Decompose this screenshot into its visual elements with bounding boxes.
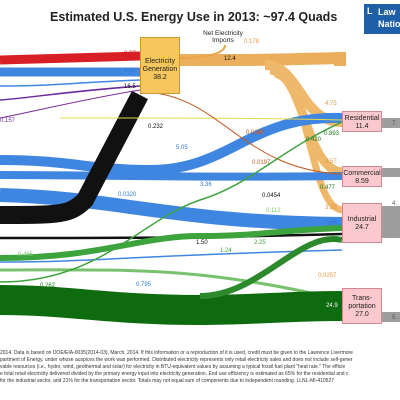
- electricity-generation-node: Electricity Generation 38.2: [140, 37, 180, 94]
- flow-label-326: 3.26: [325, 205, 337, 211]
- node-label: Industrial: [347, 216, 377, 223]
- flow-label-225: 2.25: [254, 240, 266, 246]
- flow-label-nuclear: 8.27: [124, 51, 136, 57]
- transportation-node: Trans-portation 27.0: [342, 288, 382, 324]
- flow-label-00320: 0.0320: [118, 192, 137, 198]
- flow-label-0420: 0.420: [306, 137, 322, 143]
- flow-label-00257: 0.0257: [318, 273, 337, 279]
- gas-to-transportation-band: [0, 249, 343, 263]
- node-value: 11.4: [355, 123, 369, 130]
- flow-label-336: 3.36: [200, 182, 212, 188]
- flow-label-457: 4.57: [325, 159, 337, 165]
- edge-label-transportation: 5.: [392, 315, 398, 321]
- flow-label-0262: 0.262: [40, 283, 56, 289]
- flow-label-00197b: 0.0197: [252, 160, 271, 166]
- electricity-to-industrial-band: [273, 70, 344, 214]
- flow-label-150: 1.50: [196, 240, 208, 246]
- net-imports-band: [179, 44, 226, 59]
- footnote: 2014. Data is based on DOE/EIA-0035(2014…: [0, 350, 400, 385]
- petroleum-to-transportation-band: [0, 285, 343, 326]
- solar-to-electricity-band: [0, 89, 141, 119]
- page-title: Estimated U.S. Energy Use in 2013: ~97.4…: [50, 10, 338, 24]
- residential-output-band: [382, 118, 400, 128]
- llnl-logo-mark: L: [367, 6, 373, 16]
- net-imports-value: 0.178: [244, 39, 260, 45]
- wind-to-electricity-band: [0, 85, 141, 101]
- commercial-output-band: [382, 168, 400, 177]
- gas-to-industrial-band: [0, 188, 343, 231]
- footnote-line: for the industrial sector, and 21% for t…: [0, 377, 335, 384]
- edge-label-residential: 7.: [392, 121, 398, 127]
- logo-line-1: Law: [378, 7, 396, 17]
- node-label: Commercial: [343, 170, 381, 177]
- footnote-line: e total retail electricity delivered div…: [0, 370, 349, 377]
- footnote-line: 2014. Data is based on DOE/EIA-0035(2014…: [0, 350, 353, 356]
- flow-label-0112: 0.112: [266, 208, 281, 214]
- flow-label-0232: 0.232: [148, 124, 164, 130]
- biomass-to-transportation-band: [0, 268, 343, 302]
- biomass-to-industrial-band: [0, 225, 343, 261]
- hydro-to-electricity-band: [0, 79, 141, 87]
- edge-label-industrial: 4.: [392, 201, 398, 207]
- footnote-line: partment of Energy, under whose auspices…: [0, 356, 353, 363]
- solar-to-residential-band: [59, 117, 343, 121]
- llnl-logo: [364, 4, 400, 34]
- transportation-output-band: [382, 312, 400, 322]
- footnote-line: vable resources (i.e., hydro, wind, geot…: [0, 363, 346, 370]
- gas-to-commercial-band: [0, 171, 343, 181]
- node-label: Residential: [344, 115, 380, 122]
- flow-label-imports: 12.4: [224, 56, 236, 62]
- node-value: 8.59: [355, 178, 369, 185]
- node-value: 38.2: [153, 74, 167, 81]
- coal-to-electricity-band: [0, 90, 148, 224]
- flow-label-0157: 0.157: [0, 118, 16, 124]
- node-label: Electricity Generation: [142, 58, 178, 73]
- flow-label-0893: 0.893: [324, 131, 340, 137]
- geothermal-band: [139, 91, 343, 175]
- flow-label-124: 1.24: [220, 248, 232, 254]
- flow-label-00454: 0.0454: [262, 193, 281, 199]
- node-label: Net Electricity Imports: [203, 30, 243, 44]
- flow-label-coal-elec: 16.5: [124, 84, 136, 90]
- node-label: Trans-portation: [348, 295, 376, 310]
- flow-label-858: 8.58: [326, 237, 338, 243]
- flow-label-gas-elec: 8.34: [124, 68, 136, 74]
- electricity-to-rejected-band: [179, 51, 346, 66]
- logo-line-2: Natio: [378, 19, 400, 29]
- flow-label-0477: 0.477: [320, 185, 336, 191]
- nuclear-to-electricity-band: [0, 51, 141, 65]
- flow-label-249: 24.9: [326, 303, 338, 309]
- flow-label-505: 5.05: [176, 145, 188, 151]
- industrial-output-band: [382, 206, 400, 238]
- flow-label-00197a: 0.0197: [246, 130, 265, 136]
- flow-label-475: 4.75: [325, 101, 337, 107]
- industrial-node: Industrial 24.7: [342, 203, 382, 243]
- llnl-logo-text: Law Natio: [378, 6, 400, 30]
- flow-label-0465: 0.465: [18, 252, 34, 258]
- net-imports-label: Net Electricity Imports: [198, 30, 248, 44]
- biomass-to-residential-band: [0, 121, 343, 283]
- flow-label-908: 9.08: [326, 221, 338, 227]
- node-value: 27.0: [355, 311, 369, 318]
- flow-label-0795: 0.795: [136, 282, 152, 288]
- gas-to-residential-band: [0, 112, 343, 176]
- node-value: 24.7: [355, 224, 369, 231]
- commercial-node: Commercial 8.59: [342, 166, 382, 187]
- petroleum-to-industrial-band: [199, 235, 343, 299]
- residential-node: Residential 11.4: [342, 111, 382, 132]
